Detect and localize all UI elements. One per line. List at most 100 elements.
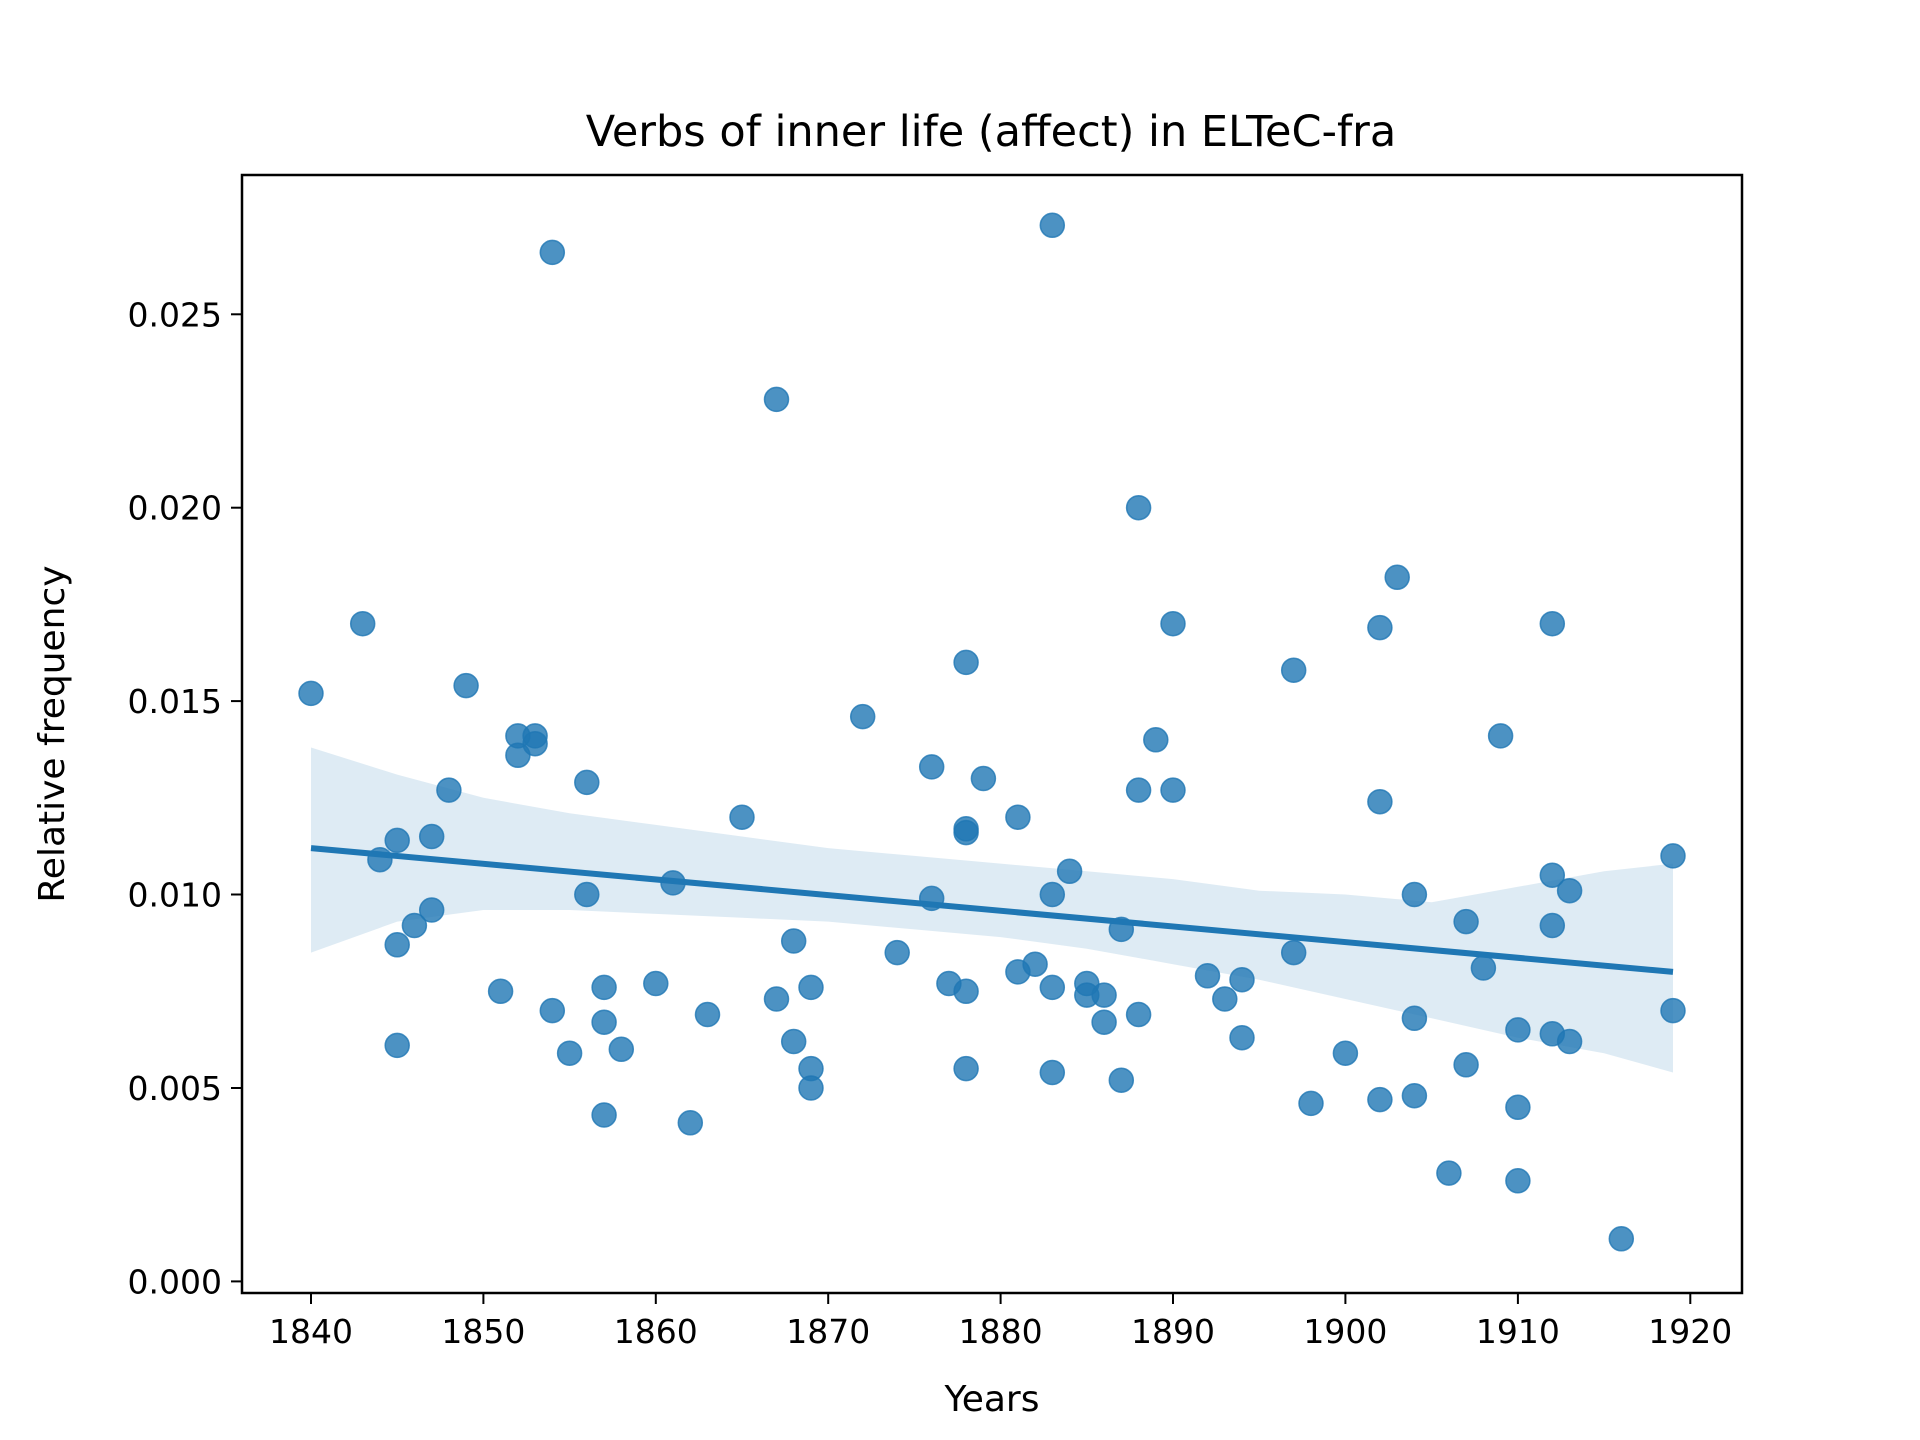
- data-point: [1436, 1160, 1462, 1186]
- data-point: [1194, 963, 1221, 989]
- data-point: [1453, 908, 1479, 935]
- data-point: [1005, 804, 1031, 830]
- data-point: [1401, 1005, 1428, 1032]
- y-tick-label: 0.005: [128, 1069, 222, 1108]
- regression-line-layer: [310, 845, 1674, 975]
- data-point: [780, 928, 807, 954]
- data-point: [1539, 610, 1566, 637]
- data-point: [677, 1110, 704, 1136]
- data-point: [884, 939, 910, 966]
- data-point: [1556, 1028, 1583, 1055]
- x-tick-label: 1890: [1131, 1312, 1215, 1351]
- data-point: [539, 239, 566, 266]
- data-point: [418, 897, 445, 923]
- data-point: [694, 1001, 721, 1028]
- data-point: [591, 1102, 617, 1128]
- y-tick-label: 0.025: [128, 295, 222, 334]
- data-point: [574, 769, 600, 796]
- data-point: [1039, 881, 1066, 908]
- data-point: [608, 1036, 635, 1063]
- data-point: [1401, 881, 1428, 908]
- data-point: [1556, 877, 1583, 904]
- y-axis: 0.000 0.005 0.010 0.015 0.020 0.025: [128, 295, 242, 1301]
- data-point: [849, 703, 876, 730]
- data-point: [1229, 966, 1255, 993]
- chart-title: Verbs of inner life (affect) in ELTeC-fr…: [586, 107, 1396, 157]
- y-tick-label: 0.020: [128, 489, 222, 528]
- data-point: [1022, 951, 1048, 977]
- data-point: [349, 610, 376, 637]
- data-point: [1160, 610, 1186, 637]
- points-layer: [298, 212, 1686, 1252]
- data-point: [1539, 912, 1566, 939]
- regression-line: [310, 845, 1674, 975]
- plot-frame: [240, 173, 1744, 1295]
- x-tick-label: 1910: [1476, 1312, 1560, 1351]
- data-point: [1039, 1059, 1066, 1086]
- data-point: [1125, 777, 1152, 803]
- data-point: [436, 777, 462, 803]
- data-point: [1160, 777, 1186, 803]
- data-point: [1453, 1052, 1479, 1078]
- data-point: [953, 1055, 979, 1082]
- data-point: [418, 823, 445, 850]
- data-point: [1332, 1040, 1359, 1066]
- data-point: [556, 1040, 583, 1066]
- data-point: [384, 1032, 410, 1059]
- y-tick-label: 0.015: [128, 682, 222, 721]
- data-point: [970, 765, 997, 792]
- x-axis: 1840 1850 1860 1870 1880 1890 1900 1910 1920: [269, 1293, 1732, 1351]
- data-point: [953, 649, 979, 676]
- data-point: [953, 978, 979, 1005]
- data-point: [1660, 997, 1686, 1024]
- data-point: [1539, 862, 1566, 888]
- x-tick-label: 1900: [1303, 1312, 1387, 1351]
- data-point: [401, 912, 428, 939]
- data-point: [384, 827, 410, 854]
- data-point: [1039, 974, 1066, 1001]
- data-point: [298, 680, 324, 707]
- x-tick-label: 1920: [1648, 1312, 1732, 1351]
- data-point: [1367, 614, 1393, 641]
- data-point: [1298, 1090, 1324, 1117]
- data-point: [1505, 1094, 1531, 1121]
- data-point: [574, 881, 600, 908]
- data-point: [1143, 727, 1169, 753]
- y-tick-label: 0.000: [128, 1262, 222, 1301]
- data-point: [1608, 1226, 1635, 1252]
- data-point: [1091, 1009, 1117, 1035]
- x-tick-label: 1840: [269, 1312, 353, 1351]
- data-point: [522, 730, 548, 757]
- data-point: [729, 804, 755, 830]
- data-point: [953, 819, 979, 846]
- data-point: [1125, 494, 1152, 521]
- data-point: [798, 974, 824, 1001]
- data-point: [1056, 858, 1083, 885]
- data-point: [1108, 1067, 1135, 1093]
- data-point: [763, 986, 790, 1012]
- x-tick-label: 1870: [786, 1312, 870, 1351]
- data-point: [1487, 723, 1514, 749]
- x-tick-label: 1850: [441, 1312, 525, 1351]
- x-tick-label: 1860: [614, 1312, 698, 1351]
- data-point: [763, 386, 790, 413]
- x-tick-label: 1880: [959, 1312, 1043, 1351]
- data-point: [1039, 212, 1066, 239]
- data-point: [1125, 1001, 1152, 1028]
- data-point: [1367, 788, 1393, 815]
- data-point: [643, 970, 669, 997]
- data-point: [1660, 843, 1686, 869]
- data-point: [798, 1075, 824, 1101]
- data-point: [1280, 939, 1307, 966]
- data-point: [918, 754, 945, 780]
- data-point: [591, 1009, 617, 1035]
- data-point: [539, 997, 566, 1024]
- data-point: [487, 978, 514, 1005]
- data-point: [453, 672, 479, 699]
- data-point: [1401, 1082, 1428, 1109]
- data-point: [1091, 982, 1117, 1008]
- data-point: [1384, 564, 1410, 591]
- data-point: [780, 1028, 807, 1055]
- data-point: [1212, 986, 1238, 1012]
